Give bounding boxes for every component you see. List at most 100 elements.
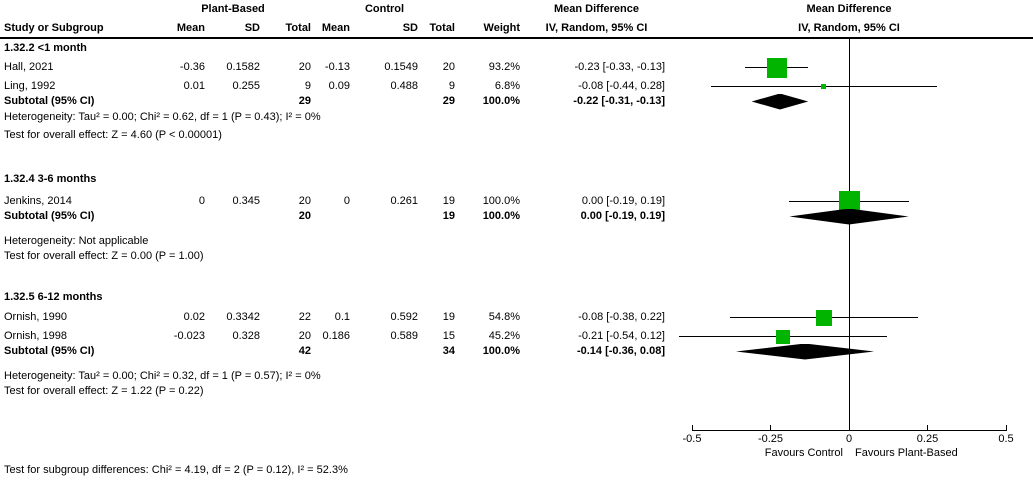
forest-square [776,329,791,344]
subgroup2-label: 1.32.4 3-6 months [4,173,97,185]
subtotal-ci: -0.14 [-0.36, 0.08] [576,345,665,357]
axis-tick-label: 0.5 [998,433,1014,445]
axis-tick [770,425,771,431]
heterogeneity-text: Heterogeneity: Tau² = 0.00; Chi² = 0.62,… [4,111,321,123]
sd2-value: 0.589 [390,330,418,342]
forest-square [766,57,787,78]
sd1-value: 0.3342 [226,311,260,323]
mean1-value: -0.36 [179,61,205,73]
total2-value: 19 [442,195,455,207]
subgroup3-label: 1.32.5 6-12 months [4,291,103,303]
group1-header: Plant-Based [201,3,265,15]
total1-value: 9 [304,80,311,92]
total1-value: 20 [298,330,311,342]
mean1-value: 0 [198,195,205,207]
overall-effect-text: Test for overall effect: Z = 1.22 (P = 0… [4,385,204,397]
heterogeneity-text: Heterogeneity: Not applicable [4,235,149,247]
mean2-value: 0.1 [334,311,350,323]
mean2-value: 0.09 [328,80,350,92]
col-weight-header: Weight [483,22,520,34]
total2-value: 9 [448,80,455,92]
study-row: Ling, 1992 0.01 0.255 9 0.09 0.488 9 6.8… [0,80,1033,93]
subtotal-ci: -0.22 [-0.31, -0.13] [573,95,665,107]
col-total1-header: Total [285,22,311,34]
subgroup-label-row: 1.32.2 <1 month [0,42,1033,55]
axis-tick [691,425,693,431]
md-table-header: Mean Difference [554,3,639,15]
study-row: Ornish, 1990 0.02 0.3342 22 0.1 0.592 19… [0,311,1033,324]
ci-value: -0.23 [-0.33, -0.13] [574,61,666,73]
subgroup-label-row: 1.32.5 6-12 months [0,291,1033,304]
forest-square [815,309,832,326]
subtotal-diamond [751,93,809,110]
subtotal-label: Subtotal (95% CI) [4,345,95,357]
md-plot-header: Mean Difference [806,3,892,15]
zero-line [848,38,850,430]
sd2-value: 0.592 [390,311,418,323]
subtotal-total2: 34 [442,345,455,357]
heterogeneity-row: Heterogeneity: Tau² = 0.00; Chi² = 0.32,… [0,370,1033,383]
group2-header: Control [364,3,405,15]
col-total2-header: Total [429,22,455,34]
subtotal-row: Subtotal (95% CI) 29 29 100.0% -0.22 [-0… [0,95,1033,108]
subgroup-label-row: 1.32.4 3-6 months [0,173,1033,186]
axis-tick-label: -0.25 [757,433,784,445]
col-sd1-header: SD [244,22,260,34]
heterogeneity-row: Heterogeneity: Not applicable [0,235,1033,248]
plot-method-header: IV, Random, 95% CI [798,22,900,34]
ci-value: -0.21 [-0.54, 0.12] [578,330,665,342]
ci-value: -0.08 [-0.38, 0.22] [578,311,665,323]
subtotal-total1: 29 [298,95,311,107]
col-ci-header: IV, Random, 95% CI [545,22,648,34]
overall-effect-row: Test for overall effect: Z = 0.00 (P = 1… [0,250,1033,263]
sd2-value: 0.1549 [384,61,418,73]
overall-effect-text: Test for overall effect: Z = 4.60 (P < 0… [4,129,222,141]
weight-value: 45.2% [488,330,520,342]
overall-effect-row: Test for overall effect: Z = 1.22 (P = 0… [0,385,1033,398]
axis-tick-label: 0.25 [916,433,939,445]
subgroup1-label: 1.32.2 <1 month [4,42,87,54]
heterogeneity-row: Heterogeneity: Tau² = 0.00; Chi² = 0.62,… [0,111,1033,124]
total1-value: 20 [298,195,311,207]
col-sd2-header: SD [402,22,418,34]
header-group-row: Plant-Based Control Mean Difference Mean… [0,3,1033,16]
axis-tick [848,425,850,431]
axis-tick-label: -0.5 [682,433,702,445]
subtotal-total1: 20 [298,210,311,222]
weight-value: 93.2% [488,61,520,73]
header-column-row: Study or Subgroup Mean SD Total Mean SD … [0,22,1033,35]
ci-value: -0.08 [-0.44, 0.28] [578,80,665,92]
col-mean1-header: Mean [176,22,205,34]
total1-value: 20 [298,61,311,73]
total2-value: 15 [442,330,455,342]
sd1-value: 0.345 [232,195,260,207]
subtotal-weight: 100.0% [482,95,520,107]
subtotal-weight: 100.0% [482,210,520,222]
study-label: Ornish, 1998 [4,330,67,342]
col-mean2-header: Mean [321,22,350,34]
forest-square [838,191,860,212]
sd2-value: 0.261 [390,195,418,207]
sd1-value: 0.255 [232,80,260,92]
total2-value: 19 [442,311,455,323]
overall-effect-row: Test for overall effect: Z = 4.60 (P < 0… [0,129,1033,142]
axis-tick-label: 0 [845,433,853,445]
study-row: Hall, 2021 -0.36 0.1582 20 -0.13 0.1549 … [0,61,1033,74]
header-rule [0,37,1033,39]
mean1-value: -0.023 [173,330,205,342]
study-row: Jenkins, 2014 0 0.345 20 0 0.261 19 100.… [0,195,1033,208]
study-label: Jenkins, 2014 [4,195,72,207]
study-label: Ling, 1992 [4,80,56,92]
subtotal-total1: 42 [298,345,311,357]
subtotal-label: Subtotal (95% CI) [4,210,95,222]
favours-left-label: Favours Control [764,447,843,459]
subtotal-total2: 19 [442,210,455,222]
subtotal-label: Subtotal (95% CI) [4,95,95,107]
subtotal-diamond [789,208,909,225]
axis-tick [1005,425,1007,431]
subtotal-row: Subtotal (95% CI) 20 19 100.0% 0.00 [-0.… [0,210,1033,223]
subtotal-total2: 29 [442,95,455,107]
sd1-value: 0.1582 [226,61,260,73]
forest-square [821,84,827,89]
